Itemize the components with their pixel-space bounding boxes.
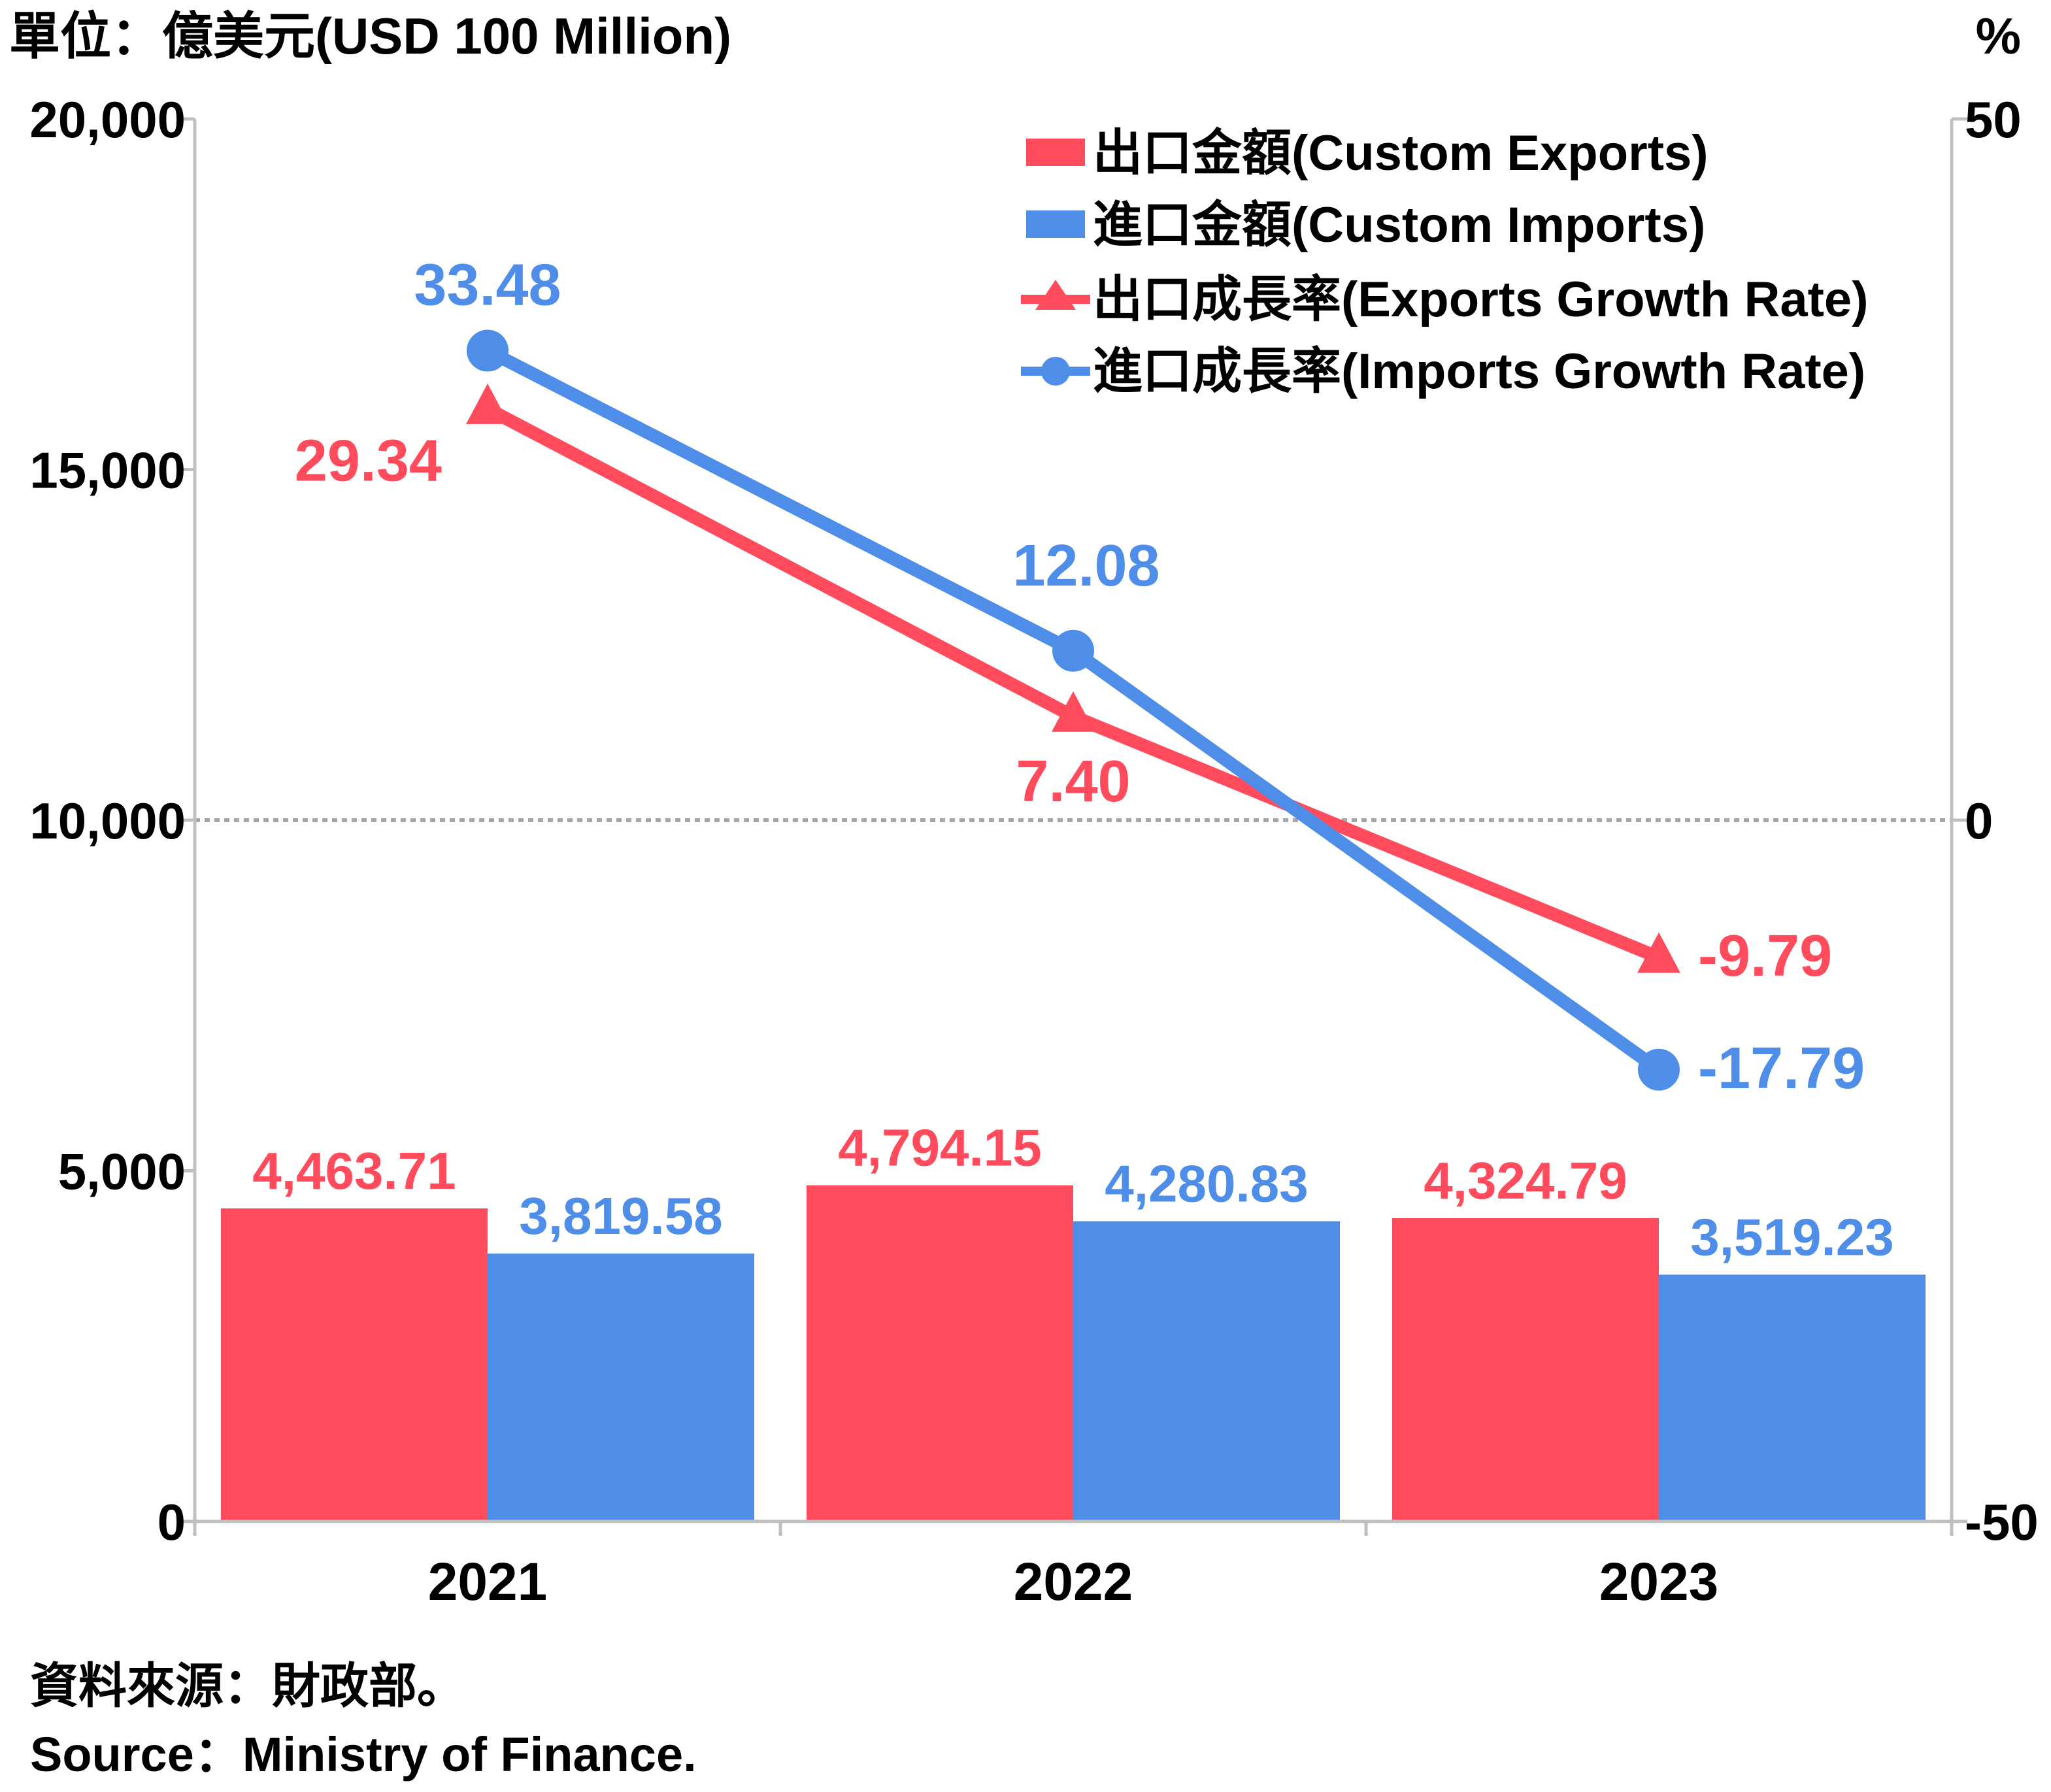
marker-imports-growth-2021 <box>467 329 509 372</box>
marker-imports-growth-2022 <box>1052 629 1094 672</box>
left-tick-label: 0 <box>158 1493 186 1551</box>
marker-exports-growth-2021 <box>466 383 509 424</box>
bar-label-exports-2023: 4,324.79 <box>1424 1152 1627 1210</box>
source-zh: 資料來源：財政部。 <box>30 1659 465 1713</box>
legend-label-imports-growth: 進口成長率(Imports Growth Rate) <box>1093 344 1865 399</box>
right-axis-unit: % <box>1976 7 2021 65</box>
x-tick-label-2023: 2023 <box>1599 1552 1718 1612</box>
legend-swatch-exports <box>1026 139 1085 166</box>
legend-label-imports: 進口金額(Custom Imports) <box>1093 197 1705 253</box>
left-axis-unit: 單位：億美元(USD 100 Million) <box>9 7 731 65</box>
bar-imports-2023 <box>1659 1274 1926 1521</box>
x-tick-label-2021: 2021 <box>428 1552 547 1612</box>
line-label-imports-2023: -17.79 <box>1698 1036 1865 1101</box>
marker-exports-growth-2023 <box>1637 932 1680 973</box>
left-tick-label: 10,000 <box>29 792 186 850</box>
bar-imports-2021 <box>488 1253 754 1521</box>
right-tick-label: -50 <box>1965 1493 2039 1551</box>
bar-label-imports-2023: 3,519.23 <box>1690 1208 1893 1266</box>
left-tick-label: 5,000 <box>58 1143 186 1201</box>
left-tick-label: 15,000 <box>29 442 186 499</box>
line-label-imports-2022: 12.08 <box>1012 533 1159 599</box>
marker-exports-growth-2022 <box>1052 691 1095 732</box>
line-label-exports-2022: 7.40 <box>1016 749 1130 814</box>
source-en: Source：Ministry of Finance. <box>30 1727 697 1782</box>
legend-label-exports-growth: 出口成長率(Exports Growth Rate) <box>1093 272 1869 327</box>
right-tick-label: 0 <box>1965 792 1993 850</box>
line-label-imports-2021: 33.48 <box>414 253 561 318</box>
legend-swatch-imports <box>1026 210 1085 238</box>
marker-imports-growth-2023 <box>1638 1048 1680 1091</box>
bar-exports-2023 <box>1392 1218 1659 1521</box>
bar-label-exports-2021: 4,463.71 <box>252 1142 456 1200</box>
line-label-exports-2021: 29.34 <box>295 428 442 493</box>
bar-label-exports-2022: 4,794.15 <box>838 1119 1041 1177</box>
line-exports-growth <box>484 403 1661 964</box>
bar-imports-2022 <box>1073 1221 1340 1521</box>
bar-label-imports-2021: 3,819.58 <box>519 1187 722 1245</box>
legend-marker-exports-growth <box>1035 280 1076 310</box>
x-tick-label-2022: 2022 <box>1014 1552 1133 1612</box>
legend-label-exports: 出口金額(Custom Exports) <box>1093 125 1709 181</box>
bar-exports-2022 <box>807 1185 1073 1521</box>
line-label-exports-2023: -9.79 <box>1698 923 1832 989</box>
right-tick-label: 50 <box>1965 91 2022 148</box>
left-tick-label: 20,000 <box>29 91 186 148</box>
legend-marker-imports-growth <box>1041 357 1070 386</box>
bar-exports-2021 <box>221 1208 488 1521</box>
bar-label-imports-2022: 4,280.83 <box>1105 1155 1308 1213</box>
